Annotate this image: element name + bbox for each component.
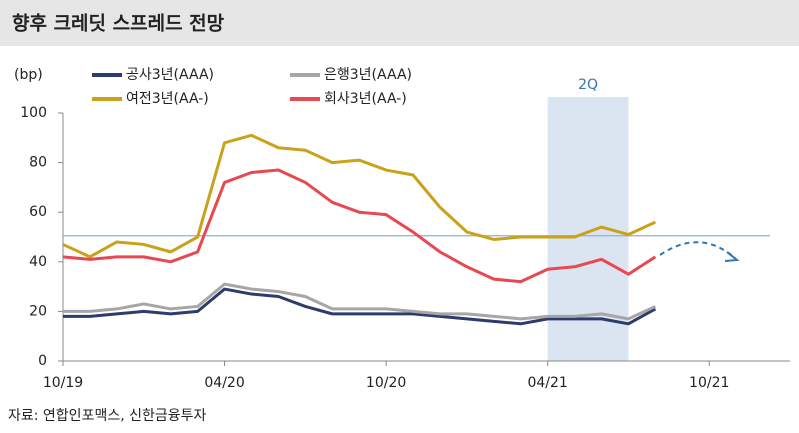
x-tick-label: 04/20 [204,375,244,391]
legend-label: 공사3년(AAA) [126,67,214,83]
plot-area: 2Q 0 20 40 60 80 100 10/19 04/20 10/20 04/21 10/21 [20,77,790,391]
y-unit: (bp) [14,67,43,83]
shade-label: 2Q [578,77,598,93]
source: 자료: 연합인포맥스, 신한금융투자 [8,408,207,424]
forecast-arrow [659,241,740,262]
y-tick-label: 60 [29,204,47,220]
x-tick-label: 10/20 [366,375,406,391]
legend-label: 회사3년(AA-) [324,91,407,107]
series-line [62,133,656,259]
series-line [63,282,656,321]
y-tick-label: 0 [38,353,47,369]
y-tick-label: 20 [29,303,47,319]
title-bar [0,0,799,46]
x-tick-label: 10/21 [689,375,729,391]
series-line [63,287,657,326]
legend-label: 은행3년(AAA) [324,67,412,83]
series-line [62,168,657,284]
y-tick-label: 80 [29,155,47,171]
x-tick-label: 04/21 [527,375,567,391]
y-tick-label: 40 [29,254,47,270]
y-tick-label: 100 [20,105,47,121]
legend-label: 여전3년(AA-) [126,91,209,107]
x-tick-label: 10/19 [43,375,83,391]
chart-title: 향후 크레딧 스프레드 전망 [12,13,225,35]
